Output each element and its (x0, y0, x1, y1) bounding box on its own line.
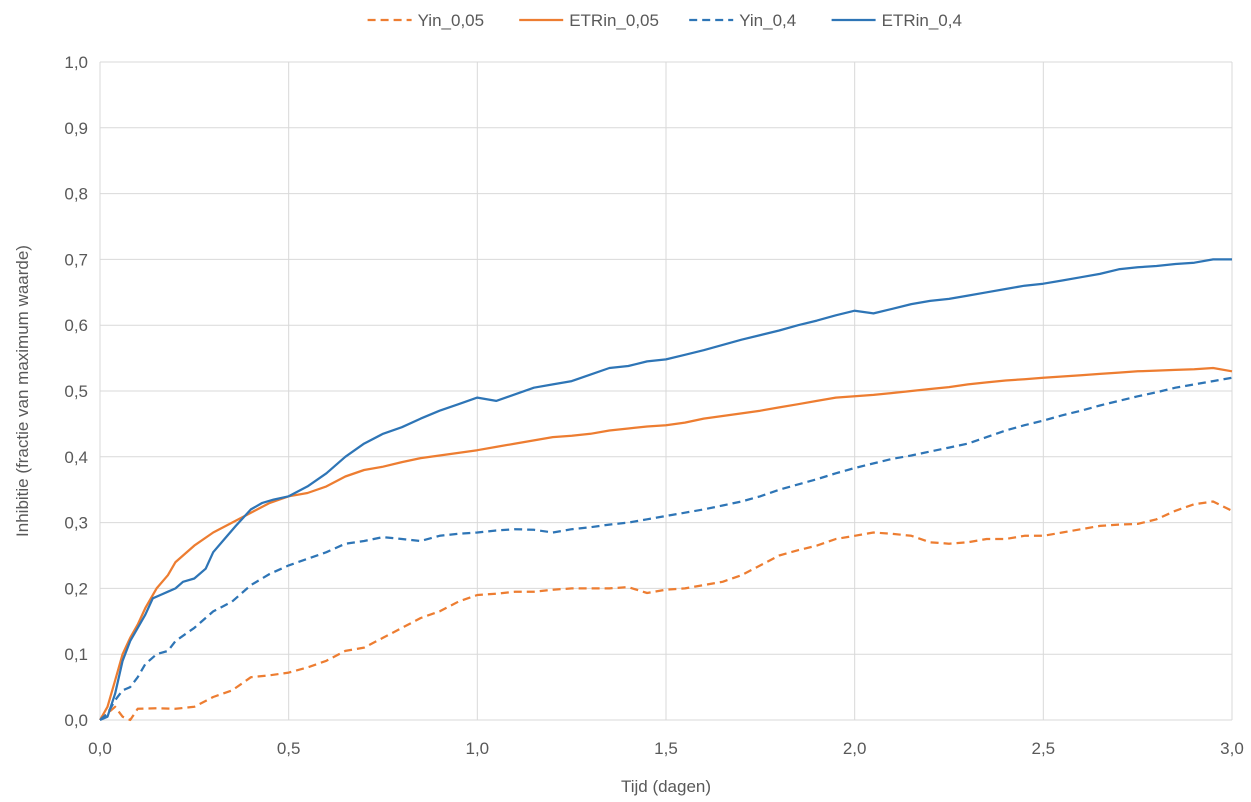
series-line-2 (99, 376, 1233, 721)
x-tick-label: 2,5 (1032, 739, 1056, 758)
legend-label: ETRin_0,05 (569, 11, 659, 30)
legend-label: ETRin_0,4 (882, 11, 962, 30)
x-axis-title: Tijd (dagen) (621, 777, 711, 796)
y-tick-label: 0,6 (64, 316, 88, 335)
y-tick-label: 0,2 (64, 579, 88, 598)
y-tick-label: 0,4 (64, 448, 88, 467)
series-line-0 (99, 500, 1233, 722)
y-tick-label: 0,7 (64, 250, 88, 269)
y-tick-label: 0,1 (64, 645, 88, 664)
y-axis-ticks: 0,0 0,1 0,2 0,3 0,4 0,5 0,6 0,7 0,8 0,9 1,0 (64, 53, 88, 730)
x-tick-label: 1,0 (466, 739, 490, 758)
x-tick-label: 0,5 (277, 739, 301, 758)
series-layer (99, 258, 1233, 722)
y-axis-title: Inhibitie (fractie van maximum waarde) (13, 245, 32, 537)
x-axis-ticks: 0,0 0,5 1,0 1,5 2,0 2,5 3,0 (88, 739, 1244, 758)
y-tick-label: 0,5 (64, 382, 88, 401)
legend: Yin_0,05 ETRin_0,05 Yin_0,4 ETRin_0,4 (367, 11, 962, 30)
x-tick-label: 2,0 (843, 739, 867, 758)
x-tick-label: 0,0 (88, 739, 112, 758)
x-tick-label: 3,0 (1220, 739, 1244, 758)
y-tick-label: 0,0 (64, 711, 88, 730)
x-tick-label: 1,5 (654, 739, 678, 758)
y-tick-label: 0,3 (64, 514, 88, 533)
series-line-3 (99, 258, 1232, 722)
series-line-1 (99, 366, 1233, 721)
y-tick-label: 0,8 (64, 185, 88, 204)
y-tick-label: 1,0 (64, 53, 88, 72)
y-tick-label: 0,9 (64, 119, 88, 138)
legend-label: Yin_0,4 (739, 11, 796, 30)
gridlines (99, 61, 1233, 721)
legend-label: Yin_0,05 (418, 11, 484, 30)
